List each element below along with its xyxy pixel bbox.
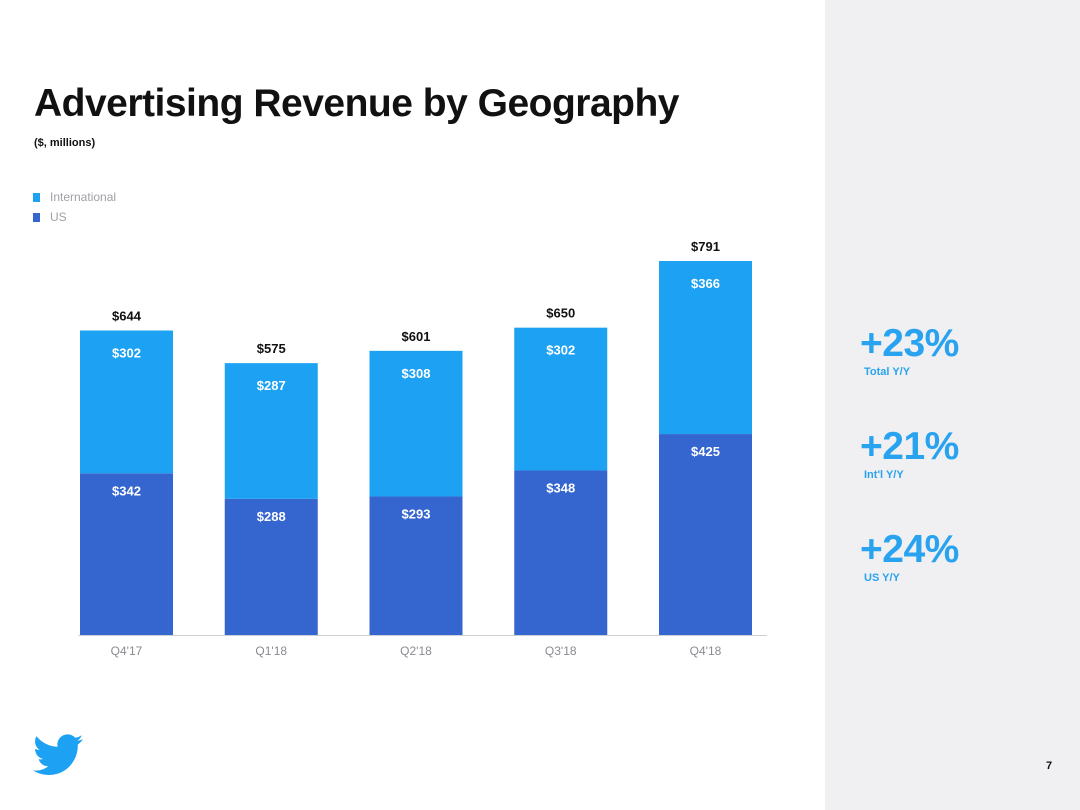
bar-label-international-0: $302 [112,346,141,361]
stat-us-label: US Y/Y [864,572,900,584]
bar-us-3 [514,470,608,635]
revenue-bar-chart: $342 $302 $644 Q4'17 $288 $287 $575 Q1'18 $293 $3… [78,239,767,658]
bar-total-label-0: $644 [112,309,142,324]
stat-total-label: Total Y/Y [864,366,911,378]
bar-label-us-4: $425 [691,444,720,459]
x-tick-label-0: Q4'17 [111,644,143,658]
bar-label-international-4: $366 [691,276,720,291]
bar-label-us-1: $288 [257,509,286,524]
bar-us-2 [369,496,463,635]
stat-international-value: +21% [860,425,959,468]
stat-total-value: +23% [860,322,959,365]
bar-label-international-3: $302 [546,343,575,358]
legend-label-international: International [50,190,117,204]
bar-total-label-3: $650 [546,306,575,321]
twitter-bird-icon [33,734,83,775]
bar-international-2 [369,350,463,497]
units-subtitle: ($, millions) [34,137,96,149]
bar-label-us-2: $293 [402,506,431,521]
legend-item-international: International [33,187,116,207]
page-number: 7 [1046,760,1053,772]
stat-international-label: Int'l Y/Y [864,469,904,481]
x-tick-label-3: Q3'18 [545,644,577,658]
page-title: Advertising Revenue by Geography [34,82,680,125]
legend-label-us: US [50,210,67,224]
stat-us: +24% US Y/Y [860,530,959,584]
x-tick-label-1: Q1'18 [255,644,287,658]
stat-us-value: +24% [860,528,959,571]
legend-item-us: US [33,207,116,227]
bar-international-0 [80,330,173,474]
bar-label-us-0: $342 [112,483,141,498]
bar-total-label-2: $601 [402,329,431,344]
bar-total-label-1: $575 [257,341,286,356]
bar-international-3 [514,327,608,471]
bar-label-international-1: $287 [257,378,286,393]
legend-swatch-us [33,212,40,222]
x-tick-label-2: Q2'18 [400,644,432,658]
bar-us-0 [80,473,173,635]
x-tick-label-4: Q4'18 [690,644,722,658]
bar-international-4 [659,261,752,435]
bar-us-1 [224,498,318,635]
bar-us-4 [659,434,752,635]
bar-international-1 [224,363,318,499]
bar-total-label-4: $791 [691,239,720,254]
legend-swatch-international [33,192,40,202]
bar-label-international-2: $308 [402,366,431,381]
stat-international: +21% Int'l Y/Y [860,427,959,481]
chart-legend: International US [33,187,116,227]
stat-total: +23% Total Y/Y [860,324,959,378]
bar-label-us-3: $348 [546,480,575,495]
side-panel [825,0,1080,810]
